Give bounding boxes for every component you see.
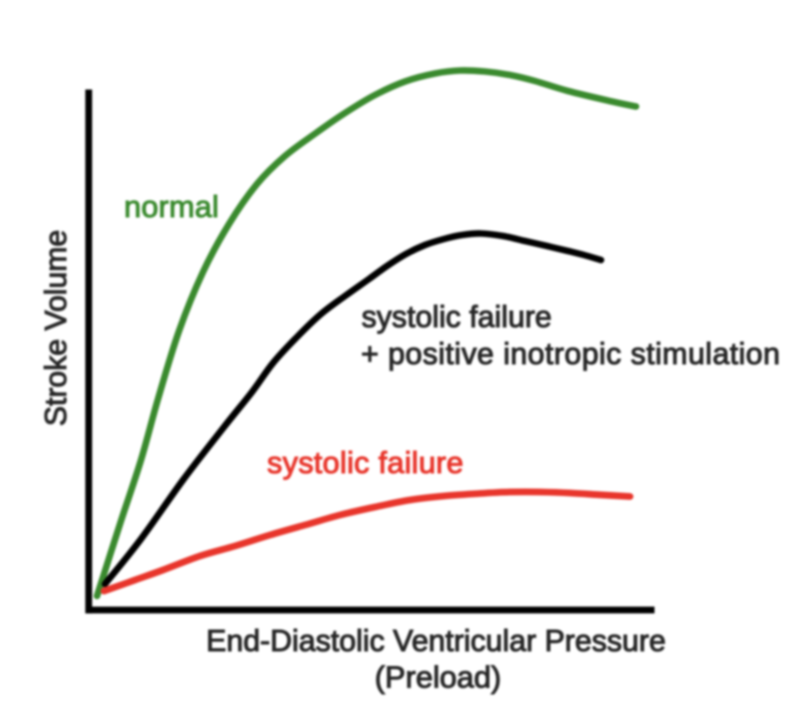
svg-text:+ positive inotropic stimulati: + positive inotropic stimulation bbox=[361, 338, 780, 371]
svg-text:(Preload): (Preload) bbox=[375, 660, 502, 695]
svg-text:End-Diastolic Ventricular Pres: End-Diastolic Ventricular Pressure bbox=[206, 625, 666, 658]
svg-text:systolic failure: systolic failure bbox=[362, 301, 552, 334]
svg-text:Stroke Volume: Stroke Volume bbox=[40, 230, 73, 426]
svg-text:normal: normal bbox=[124, 189, 219, 224]
svg-text:systolic failure: systolic failure bbox=[267, 445, 464, 480]
